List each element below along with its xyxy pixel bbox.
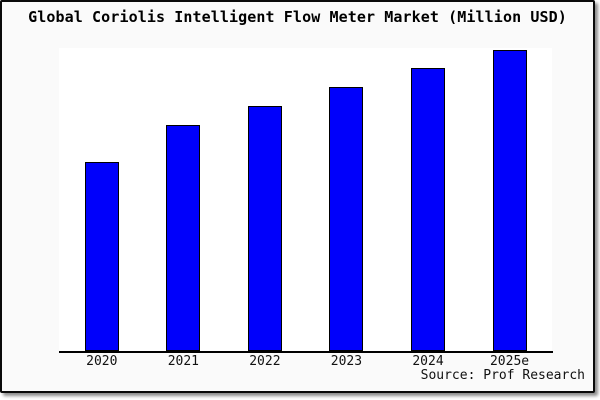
x-tick-label-2022: 2022 bbox=[249, 354, 281, 369]
x-tick-label-2020: 2020 bbox=[86, 354, 118, 369]
chart-canvas: Global Coriolis Intelligent Flow Meter M… bbox=[0, 0, 595, 393]
plot-area bbox=[59, 48, 552, 351]
x-tick-label-2024: 2024 bbox=[412, 354, 444, 369]
source-credit: Source: Prof Research bbox=[420, 368, 585, 383]
x-axis-line bbox=[59, 351, 553, 353]
x-tick-label-2025e: 2025e bbox=[489, 354, 530, 369]
chart-title: Global Coriolis Intelligent Flow Meter M… bbox=[28, 8, 567, 26]
bar-2023 bbox=[329, 87, 364, 351]
bar-2020 bbox=[84, 162, 119, 351]
bar-2022 bbox=[247, 106, 282, 351]
x-tick-label-2021: 2021 bbox=[167, 354, 199, 369]
bar-2021 bbox=[166, 125, 201, 351]
bar-2024 bbox=[411, 68, 445, 351]
x-tick-label-2023: 2023 bbox=[330, 354, 363, 369]
bar-2025e bbox=[492, 50, 527, 351]
